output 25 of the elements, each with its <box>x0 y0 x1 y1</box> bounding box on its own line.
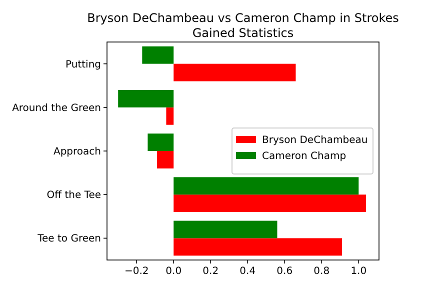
x-tick-label: 0.6 <box>276 266 293 277</box>
y-tick-label: Around the Green <box>12 102 101 114</box>
bar <box>156 151 174 168</box>
y-tick-label: Putting <box>66 59 101 70</box>
x-tick-label: 0.2 <box>202 266 219 277</box>
bar <box>174 194 366 212</box>
x-tick-label: 0.4 <box>240 266 256 277</box>
bar <box>174 64 296 82</box>
bar <box>142 46 174 64</box>
x-tick-label: 0.8 <box>314 266 330 277</box>
bar <box>174 177 359 195</box>
bar <box>174 238 342 256</box>
bar <box>174 220 278 238</box>
bar <box>148 134 174 151</box>
x-tick-label: 1.0 <box>350 266 367 277</box>
legend-label: Cameron Champ <box>262 151 346 162</box>
y-tick-label: Tee to Green <box>36 234 101 245</box>
legend-label: Bryson DeChambeau <box>262 135 368 146</box>
y-tick-label: Off the Tee <box>46 190 101 202</box>
chart-title: Bryson DeChambeau vs Cameron Champ in Strokes Gained Statistics <box>87 11 399 40</box>
y-tick-label: Approach <box>53 146 101 158</box>
x-tick-label: −0.2 <box>124 266 149 277</box>
x-tick-label: 0.0 <box>166 266 182 277</box>
bar <box>118 90 174 108</box>
bar <box>166 107 174 125</box>
